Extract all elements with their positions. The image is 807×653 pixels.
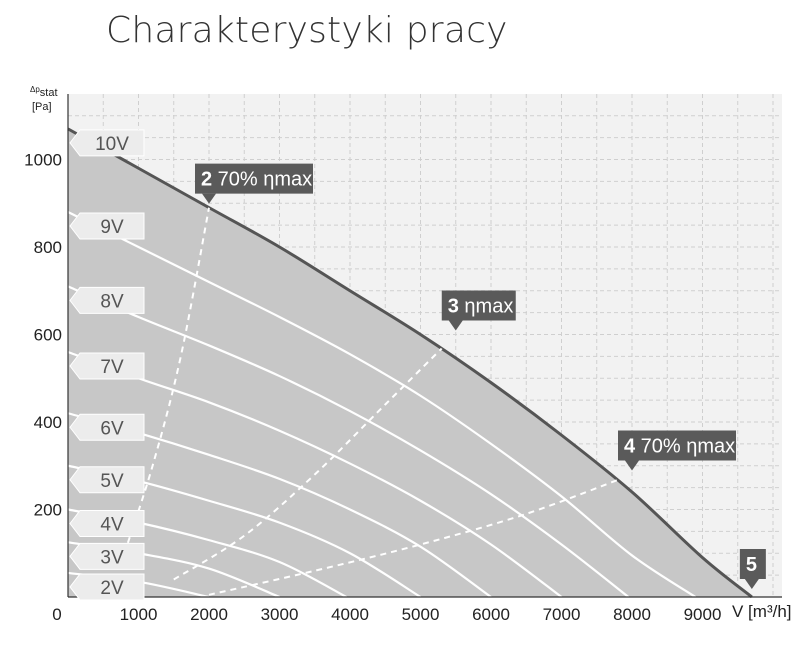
curve-8V — [67, 285, 630, 598]
x-tick-label: 1000 — [120, 605, 158, 624]
voltage-tag-text: 6V — [100, 418, 124, 439]
voltage-label-7V: 7V — [69, 352, 145, 380]
voltage-label-4V: 4V — [69, 510, 145, 537]
voltage-tag-text: 4V — [100, 515, 124, 536]
callout-pointer — [625, 460, 639, 471]
operating-area — [68, 128, 752, 597]
y-axis-label-symbol: Δpstat — [30, 85, 58, 99]
efficiency-line — [173, 333, 457, 581]
x-tick-label: 9000 — [684, 605, 722, 624]
callout-text: 3 ηmax — [448, 296, 514, 318]
x-tick-label: 3000 — [261, 605, 299, 624]
curve-9V — [67, 211, 697, 598]
curve-10V — [67, 127, 753, 599]
y-tick-label: 600 — [34, 326, 62, 345]
voltage-tag-text: 7V — [100, 357, 124, 378]
voltage-tag-shape — [69, 352, 145, 380]
page-title: Charakterystyki pracy — [106, 10, 508, 51]
x-tick-label: 5000 — [402, 605, 440, 624]
callout-text: 2 70% ηmax — [201, 169, 312, 191]
voltage-tag-shape — [69, 542, 145, 570]
callout-3: 3 ηmax — [441, 290, 516, 331]
voltage-tag-shape — [69, 286, 145, 314]
voltage-label-3V: 3V — [69, 542, 145, 570]
voltage-tag-shape — [69, 413, 145, 441]
y-tick-label: 400 — [34, 413, 62, 432]
callouts: 2 70% ηmax 3 ηmax 4 70% ηmax 5 — [195, 163, 766, 589]
curve-7V — [67, 350, 563, 598]
x-axis-label: V [m³/h] — [732, 602, 792, 621]
y-tick-label: 200 — [34, 501, 62, 520]
y-tick-label: 1000 — [24, 151, 62, 170]
efficiency-lines — [123, 207, 633, 596]
callout-5: 5 — [739, 549, 766, 589]
voltage-tag-shape — [69, 510, 145, 537]
voltage-tag-text: 8V — [100, 291, 124, 312]
callout-pointer — [202, 193, 216, 204]
x-tick-label: 7000 — [543, 605, 581, 624]
voltage-label-10V: 10V — [69, 129, 145, 157]
voltage-tag-text: 5V — [100, 471, 124, 492]
voltage-label-9V: 9V — [69, 212, 145, 240]
callout-text: 4 70% ηmax — [624, 436, 735, 458]
callout-2: 2 70% ηmax — [195, 163, 313, 204]
callout-box — [618, 430, 736, 461]
voltage-label-2V: 2V — [69, 573, 145, 601]
efficiency-line — [208, 473, 633, 596]
operating-area-fill — [68, 128, 752, 597]
voltage-labels: 10V 9V 8V 7V 6V 5V 4V 3V 2V — [69, 129, 145, 601]
callout-pointer — [744, 579, 759, 589]
voltage-tag-shape — [69, 212, 145, 240]
x-tick-label: 0 — [52, 605, 61, 624]
voltage-tag-shape — [69, 466, 145, 494]
axes: 0 1000 2000 3000 4000 5000 6000 7000 8000 9000 200… — [24, 94, 782, 624]
voltage-tag-text: 10V — [95, 134, 129, 155]
x-tick-label: 4000 — [331, 605, 369, 624]
y-axis-label-unit: [Pa] — [32, 101, 52, 113]
voltage-tag-text: 9V — [100, 217, 124, 238]
callout-4: 4 70% ηmax — [618, 430, 736, 471]
voltage-tag-text: 2V — [100, 578, 124, 599]
callout-pointer — [448, 320, 463, 331]
callout-text: 5 — [746, 554, 757, 576]
callout-box — [441, 290, 516, 321]
callout-box — [739, 549, 766, 579]
voltage-label-6V: 6V — [69, 413, 145, 441]
voltage-label-5V: 5V — [69, 466, 145, 494]
x-tick-label: 6000 — [472, 605, 510, 624]
callout-box — [195, 163, 313, 194]
voltage-tag-text: 3V — [100, 547, 124, 568]
y-tick-label: 800 — [34, 238, 62, 257]
efficiency-line — [123, 207, 210, 554]
x-tick-label: 2000 — [190, 605, 228, 624]
voltage-tag-shape — [69, 129, 145, 157]
voltage-tag-shape — [69, 573, 145, 601]
voltage-label-8V: 8V — [69, 286, 145, 314]
x-tick-label: 8000 — [613, 605, 651, 624]
